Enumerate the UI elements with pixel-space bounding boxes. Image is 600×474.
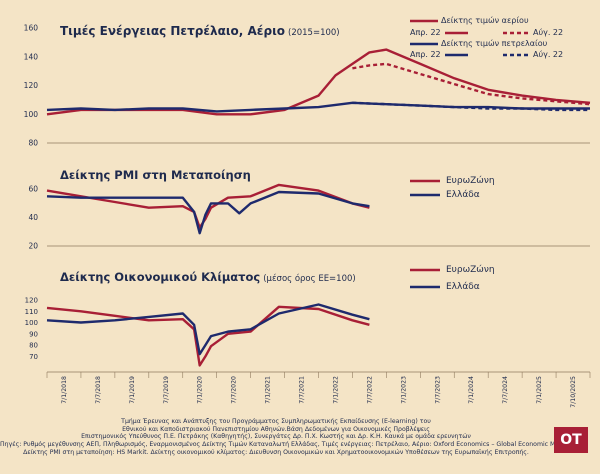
series-line <box>46 101 590 113</box>
x-tick-label: 7/7/2024 <box>502 376 509 404</box>
y-tick-label: 20 <box>28 242 38 251</box>
oil-legend-label: Δείκτης τιμών πετρελαίου <box>441 39 548 48</box>
pmi-title-text: Δείκτης PMI στη Μεταποίηση <box>60 168 251 182</box>
sources-line: Εθνικού και Καποδιστριακού Πανεπιστημίου… <box>122 425 430 433</box>
ot-logo: OT <box>554 427 588 453</box>
series-line <box>352 62 591 106</box>
series-line <box>46 305 370 367</box>
y-tick-label: 110 <box>25 308 38 316</box>
x-tick-label: 7/1/2018 <box>61 376 68 404</box>
series-line <box>46 190 370 235</box>
energy-panel-title: Τιμές Ενέργειας Πετρέλαιο, Αέριο (2015=10… <box>60 24 340 38</box>
x-tick-label: 7/1/2023 <box>400 376 407 404</box>
oil-actual-label: Απρ. 22 <box>410 50 441 59</box>
x-tick-label: 7/7/2018 <box>95 376 102 404</box>
series-line <box>46 48 591 116</box>
logo-text: OT <box>560 432 582 448</box>
x-tick-label: 7/7/2022 <box>366 376 373 404</box>
gas-forecast-label: Αύγ. 22 <box>533 28 564 37</box>
x-tick-label: 7/1/2024 <box>468 376 475 404</box>
x-tick-label: 7/7/2019 <box>163 376 170 404</box>
gas-actual-label: Απρ. 22 <box>410 28 441 37</box>
series-line <box>46 303 370 356</box>
y-tick-label: 120 <box>25 297 38 305</box>
climate-subtitle: (μέσος όρος ΕΕ=100) <box>263 274 356 284</box>
x-tick-label: 7/1/2025 <box>536 376 543 404</box>
y-tick-label: 100 <box>25 319 38 327</box>
climate-legend-greece: Ελλάδα <box>446 282 480 292</box>
energy-title-text: Τιμές Ενέργειας Πετρέλαιο, Αέριο <box>60 24 285 38</box>
sources-line: Πηγές: Ρυθμός μεγέθυνσης ΑΕΠ, Πληθωρισμό… <box>0 441 571 449</box>
series-line <box>46 183 370 229</box>
pmi-legend-eurozone: ΕυρωΖώνη <box>446 176 495 186</box>
x-tick-label: 7/7/2021 <box>299 376 306 404</box>
y-tick-label: 60 <box>28 185 38 194</box>
y-tick-label: 90 <box>29 330 38 338</box>
sources-line: Επιστημονικός Υπεύθυνος Π.Ε. Πετράκης (Κ… <box>81 433 471 441</box>
climate-title-text: Δείκτης Οικονομικού Κλίματος <box>60 270 261 284</box>
y-tick-label: 80 <box>29 342 38 350</box>
y-tick-label: 40 <box>28 213 38 222</box>
x-tick-label: 7/1/2021 <box>265 376 272 404</box>
climate-panel-title: Δείκτης Οικονομικού Κλίματος (μέσος όρος … <box>60 270 356 284</box>
x-tick-label: 7/10/2025 <box>570 376 577 408</box>
pmi-panel-title: Δείκτης PMI στη Μεταποίηση <box>60 168 251 182</box>
y-tick-label: 120 <box>24 81 39 90</box>
x-tick-label: 7/1/2020 <box>197 376 204 404</box>
x-tick-label: 7/7/2023 <box>434 376 441 404</box>
sources-line: Δείκτης PMI στη μεταποίηση: HS Markit. Δ… <box>23 448 529 456</box>
climate-legend-eurozone: ΕυρωΖώνη <box>446 265 495 275</box>
series-line <box>352 101 590 112</box>
y-tick-label: 70 <box>29 353 38 361</box>
sources-line: Τμήμα Έρευνας και Ανάπτυξης του Προγράμμ… <box>121 418 431 425</box>
energy-subtitle: (2015=100) <box>288 28 340 38</box>
gas-legend-label: Δείκτης τιμών αερίου <box>441 16 529 25</box>
x-tick-label: 7/1/2022 <box>333 376 340 404</box>
y-tick-label: 100 <box>24 110 39 119</box>
pmi-legend-greece: Ελλάδα <box>446 190 480 200</box>
x-tick-label: 7/1/2019 <box>129 376 136 404</box>
sources-footnote: Τμήμα Έρευνας και Ανάπτυξης του Προγράμμ… <box>0 418 571 457</box>
x-tick-label: 7/7/2020 <box>231 376 238 404</box>
y-tick-label: 80 <box>28 139 38 148</box>
y-tick-label: 140 <box>24 52 39 61</box>
oil-forecast-label: Αύγ. 22 <box>533 50 564 59</box>
y-tick-label: 160 <box>24 24 39 33</box>
